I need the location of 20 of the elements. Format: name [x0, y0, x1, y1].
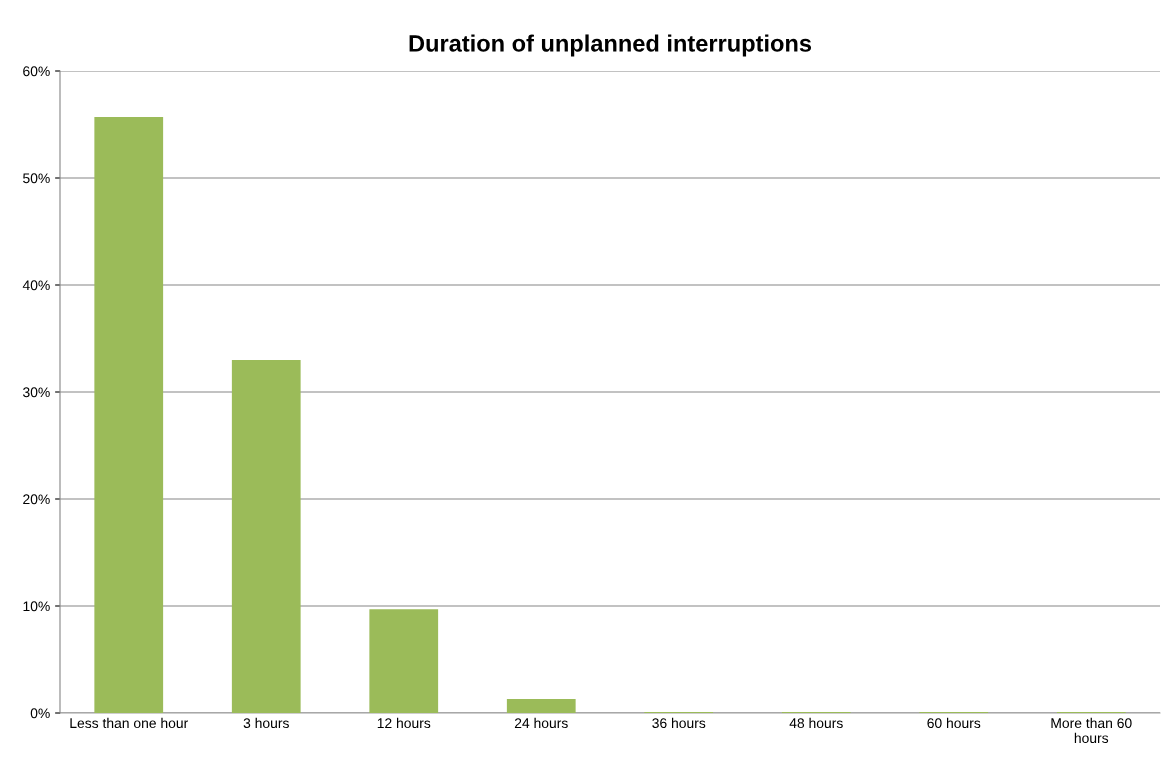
x-tick-label: 48 hours: [789, 717, 843, 729]
y-tick-label: 50%: [23, 173, 50, 184]
x-tick-label: 36 hours: [652, 717, 706, 729]
x-tick-label: More than 60 hours: [1051, 717, 1132, 744]
y-tick-label: 30%: [23, 387, 50, 398]
y-tick-label: 60%: [23, 66, 50, 77]
x-tick-label: Less than one hour: [70, 717, 188, 729]
x-tick-label: 60 hours: [927, 717, 981, 729]
x-tick-label: 24 hours: [514, 717, 568, 729]
bar: [369, 609, 439, 713]
y-tick-label: 40%: [22, 280, 50, 291]
x-tick-label: 3 hours: [243, 717, 289, 729]
chart-title: Duration of unplanned interruptions: [409, 34, 812, 57]
y-tick-label: 20%: [23, 494, 50, 505]
bar: [506, 699, 576, 713]
x-tick-label: 12 hours: [377, 717, 431, 729]
y-tick-label: 10%: [23, 601, 50, 612]
y-tick-label: 0%: [30, 708, 50, 719]
bar: [94, 117, 164, 713]
bar: [231, 359, 301, 713]
